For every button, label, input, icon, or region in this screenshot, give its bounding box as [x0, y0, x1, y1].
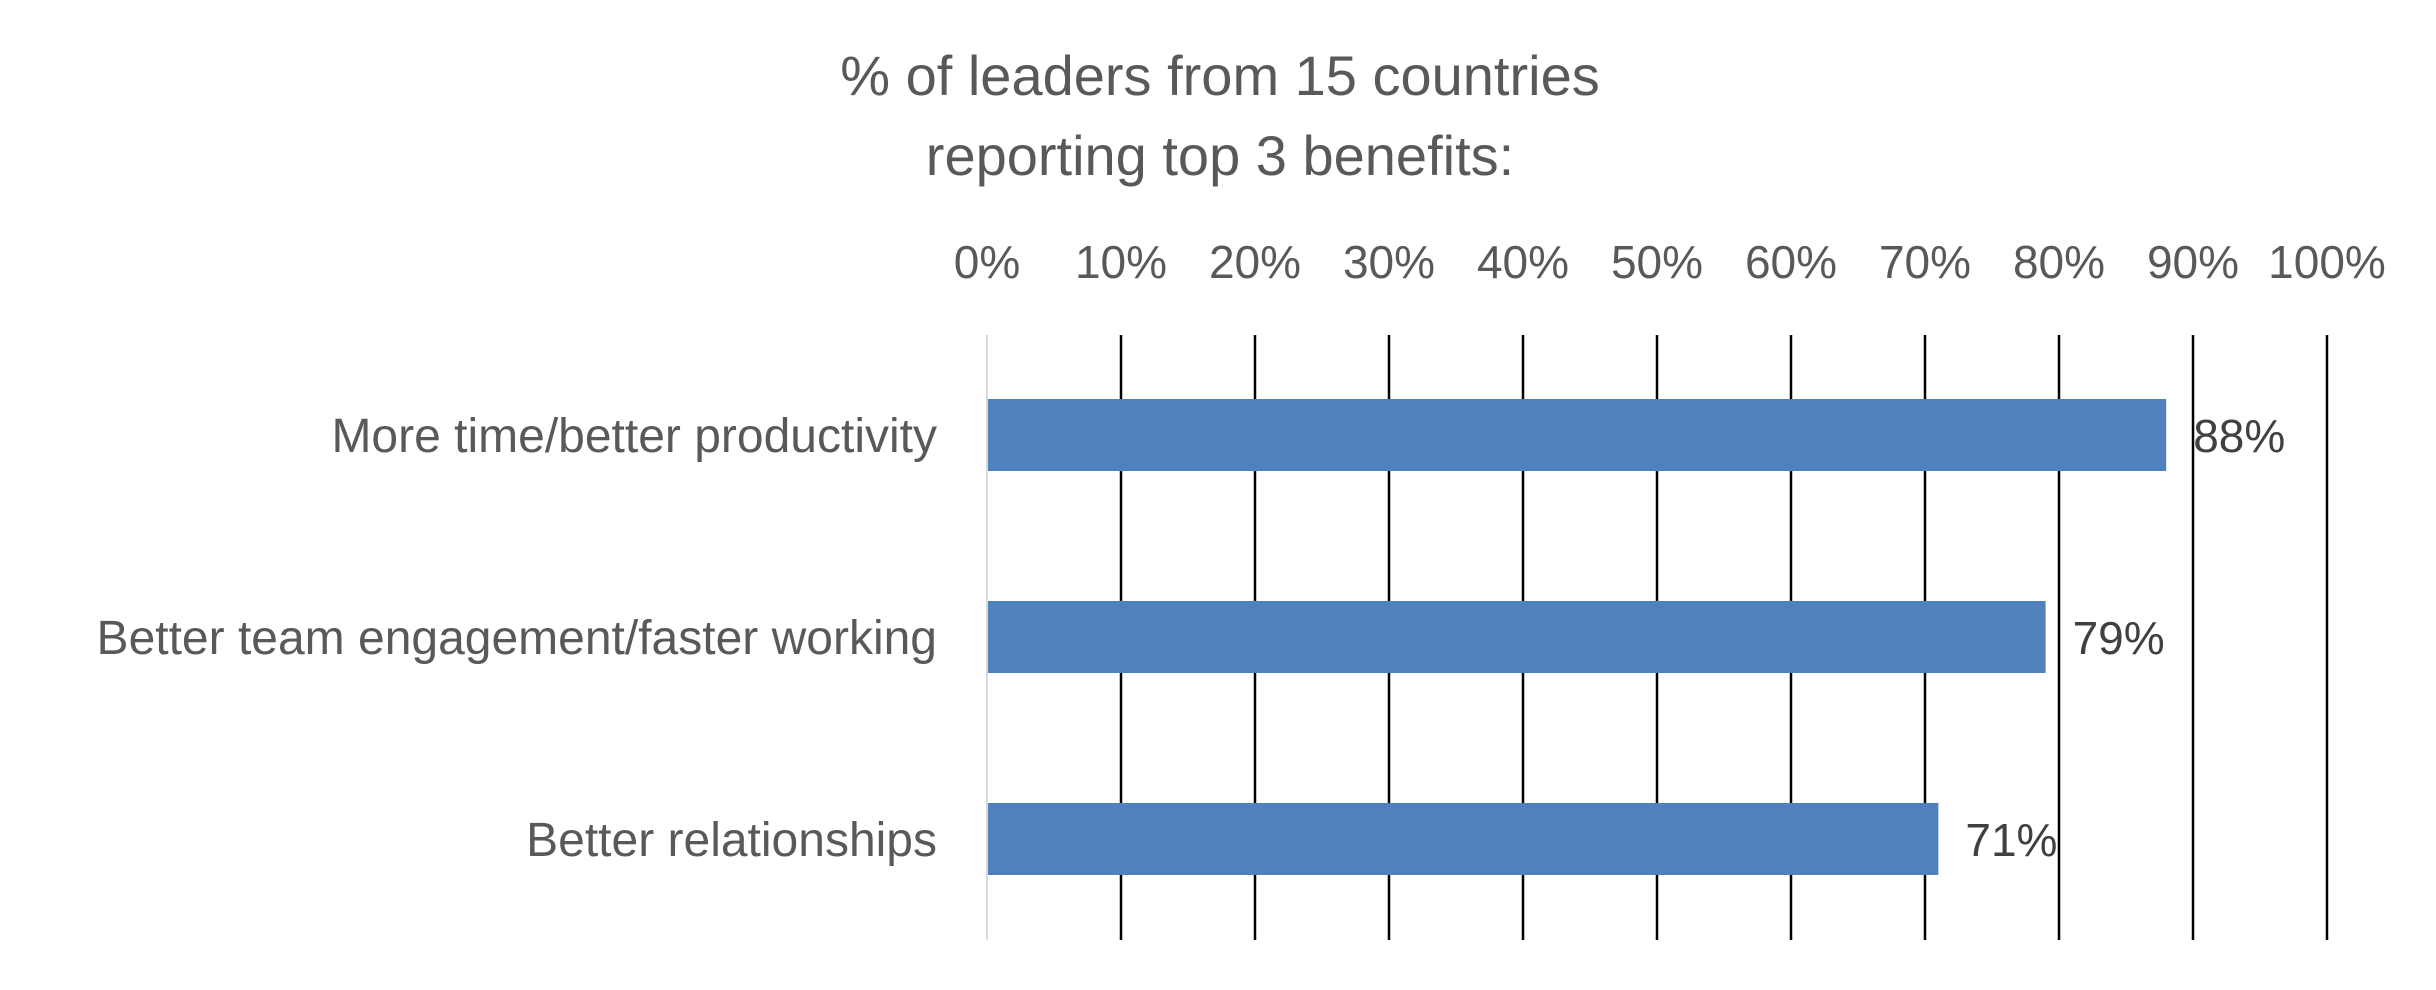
- bar: [988, 399, 2167, 471]
- category-label: Better relationships: [526, 814, 937, 867]
- category-label: More time/better productivity: [331, 410, 937, 463]
- x-tick-label: 0%: [954, 236, 1020, 288]
- chart-title-line-1: % of leaders from 15 countries: [840, 44, 1599, 107]
- x-tick-label: 20%: [1209, 236, 1301, 288]
- x-tick-label: 30%: [1343, 236, 1435, 288]
- x-tick-label: 70%: [1879, 236, 1971, 288]
- x-tick-label: 60%: [1745, 236, 1837, 288]
- data-label: 88%: [2193, 410, 2285, 462]
- bars: [988, 399, 2167, 875]
- bar: [988, 601, 2046, 673]
- x-tick-label: 100%: [2268, 236, 2386, 288]
- category-label: Better team engagement/faster working: [97, 612, 937, 665]
- x-tick-label: 40%: [1477, 236, 1569, 288]
- category-labels: More time/better productivity Better team…: [97, 410, 937, 867]
- x-axis-tick-labels: 0% 10% 20% 30% 40% 50% 60% 70% 80% 90% 100%: [954, 236, 2386, 288]
- data-labels: 88% 79% 71%: [1965, 410, 2285, 866]
- x-tick-label: 90%: [2147, 236, 2239, 288]
- data-label: 79%: [2073, 612, 2165, 664]
- x-tick-label: 50%: [1611, 236, 1703, 288]
- x-tick-label: 80%: [2013, 236, 2105, 288]
- bar: [988, 803, 1939, 875]
- chart-title-line-2: reporting top 3 benefits:: [926, 124, 1514, 187]
- x-tick-label: 10%: [1075, 236, 1167, 288]
- data-label: 71%: [1965, 814, 2057, 866]
